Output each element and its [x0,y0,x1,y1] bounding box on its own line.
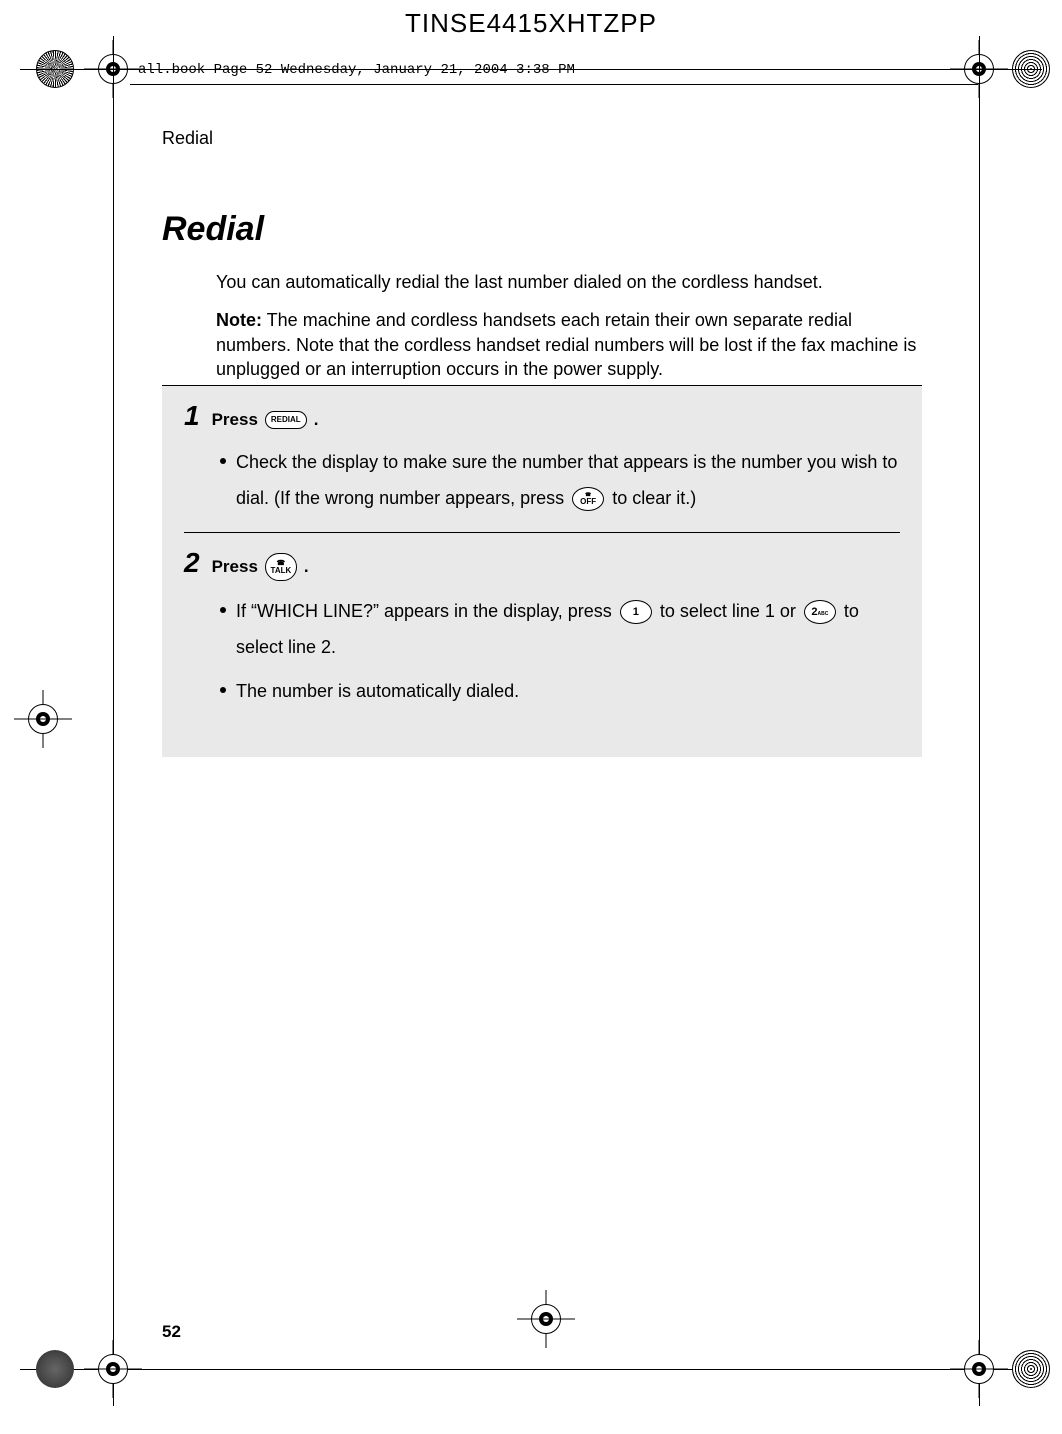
intro-text: You can automatically redial the last nu… [216,270,932,395]
page-title: Redial [162,210,264,249]
text-fragment: If “WHICH LINE?” appears in the display,… [236,601,617,621]
intro-note-label: Note: [216,310,262,330]
registration-crosshair-icon [24,700,62,738]
step-2-bullet-2: The number is automatically dialed. [220,673,900,709]
step-1-press-label: Press [212,410,258,430]
step-1-bullet-1-text: Check the display to make sure the numbe… [236,444,900,516]
intro-p2: Note: The machine and cordless handsets … [216,308,932,381]
step-1-body: Check the display to make sure the numbe… [220,444,900,516]
step-2-body: If “WHICH LINE?” appears in the display,… [220,593,900,709]
off-key-icon: ☎ OFF [572,487,604,511]
crop-line [979,36,980,1406]
step-2-press-label: Press [212,557,258,577]
bullet-icon [220,458,226,464]
one-key-icon: 1 [620,600,652,624]
registration-crosshair-icon [527,1300,565,1338]
crop-line [113,36,114,1406]
step-2-title: Press ☎ TALK . [212,553,309,581]
bullet-icon [220,687,226,693]
text-fragment: Check the display to make sure the numbe… [236,452,897,508]
crop-line [130,84,978,85]
redial-key-icon: REDIAL [265,411,307,429]
step-1: 1 Press REDIAL . Check the display to ma… [162,386,922,516]
step-1-period: . [314,410,319,430]
text-fragment: to clear it.) [612,488,696,508]
step-1-head: 1 Press REDIAL . [184,400,900,432]
step-2-bullet-1-text: If “WHICH LINE?” appears in the display,… [236,593,900,665]
registration-solid-icon [36,1350,74,1388]
intro-p2-rest: The machine and cordless handsets each r… [216,310,916,379]
registration-concentric-icon [1012,1350,1050,1388]
talk-key-label: TALK [271,567,292,575]
steps-box: 1 Press REDIAL . Check the display to ma… [162,385,922,757]
off-key-label: OFF [580,498,596,506]
two-key-icon: 2ABC [804,600,836,624]
step-2: 2 Press ☎ TALK . If “WHICH LINE?” appear… [162,533,922,709]
step-1-title: Press REDIAL . [212,410,319,430]
page-number: 52 [162,1322,181,1342]
one-key-label: 1 [633,607,639,618]
book-meta: all.book Page 52 Wednesday, January 21, … [138,62,575,78]
registration-crosshair-icon [94,1350,132,1388]
step-1-number: 1 [184,400,200,432]
document-code: TINSE4415XHTZPP [0,8,1062,39]
step-2-head: 2 Press ☎ TALK . [184,547,900,581]
crop-line [20,1369,1042,1370]
step-1-bullet-1: Check the display to make sure the numbe… [220,444,900,516]
registration-crosshair-icon [960,1350,998,1388]
bullet-icon [220,607,226,613]
text-fragment: to select line 1 or [660,601,801,621]
two-key-sub: ABC [818,611,829,617]
step-2-bullet-1: If “WHICH LINE?” appears in the display,… [220,593,900,665]
talk-key-icon: ☎ TALK [265,553,297,581]
running-header: Redial [162,128,213,149]
intro-p1: You can automatically redial the last nu… [216,270,932,294]
step-2-period: . [304,557,309,577]
step-2-bullet-2-text: The number is automatically dialed. [236,673,519,709]
step-2-number: 2 [184,547,200,579]
